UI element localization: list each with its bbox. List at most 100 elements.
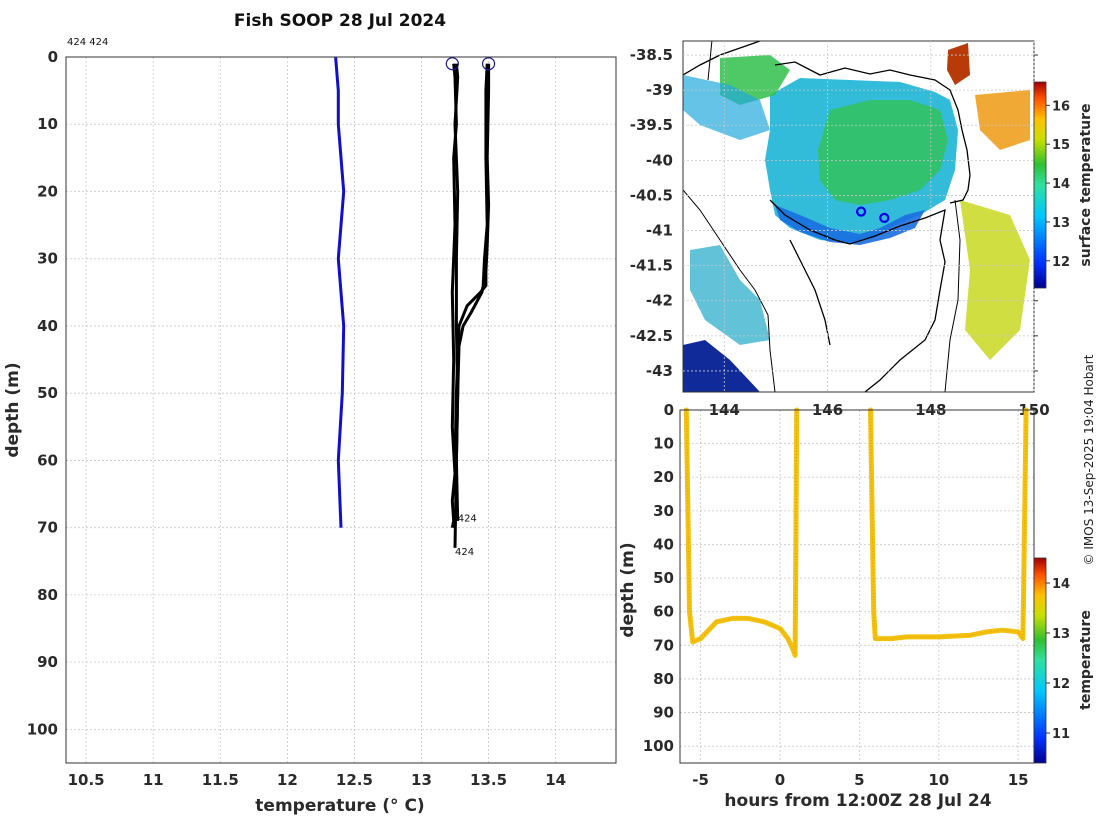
sst-field-west [683, 75, 770, 140]
time-y-tick-label: 70 [653, 636, 674, 654]
map-colorbar [1033, 81, 1047, 289]
time-series [683, 407, 1029, 658]
map-colorbar-tick-label: 16 [1052, 99, 1070, 114]
map-y-tick-label: -42 [646, 292, 673, 310]
time-track-2-dots [869, 409, 1027, 641]
map-y-tick-label: -42.5 [630, 327, 673, 345]
map-colorbar-tick-label: 13 [1052, 216, 1070, 231]
profile-x-tick-label: 11 [143, 771, 164, 789]
time-x-ticks: -5 0 5 10 15 [692, 771, 1028, 789]
map-y-tick-label: -38.5 [630, 46, 673, 64]
map-y-tick-label: -39.5 [630, 116, 673, 134]
time-y-tick-label: 40 [653, 535, 674, 553]
time-y-tick-label: 30 [653, 502, 674, 520]
profile-y-tick-label: 70 [37, 519, 58, 537]
time-colorbar-tick-label: 12 [1052, 677, 1070, 692]
profile-y-tick-label: 0 [48, 48, 58, 66]
profile-x-tick-label: 13 [411, 771, 432, 789]
time-track-2 [868, 407, 1029, 642]
profile-y-tick-label: 100 [27, 720, 58, 738]
time-grid [680, 409, 1034, 763]
sst-field-blue-coast [775, 205, 925, 245]
map-colorbar-tick-label: 15 [1052, 138, 1070, 153]
imos-credit: © IMOS 13-Sep-2025 19:04 Hobart [1082, 354, 1096, 565]
profile-x-tick-label: 13.5 [470, 771, 507, 789]
profile-y-axis-label: depth (m) [3, 362, 23, 457]
time-y-tick-label: 60 [653, 603, 674, 621]
time-y-tick-label: 90 [653, 704, 674, 722]
profile-y-tick-label: 30 [37, 250, 58, 268]
profile-x-tick-label: 14 [545, 771, 566, 789]
time-y-axis-label: depth (m) [618, 542, 638, 637]
map-colorbar-ticks: 12 13 14 15 16 [1046, 99, 1070, 270]
profile-surface-marker [445, 57, 459, 71]
profile-y-tick-label: 90 [37, 653, 58, 671]
time-x-tick-label: 0 [775, 771, 785, 789]
map-profile-marker [855, 206, 867, 217]
map-y-tick-label: -41.5 [630, 257, 673, 275]
time-x-tick-label: 5 [854, 771, 864, 789]
sst-field-orange-east [975, 90, 1030, 150]
corner-profile-labels: 424 424 [67, 37, 108, 48]
map-y-tick-label: -43 [646, 362, 673, 380]
profile-surface-marker [481, 57, 496, 71]
shelf-contour [683, 41, 961, 392]
time-axes-frame [679, 409, 1035, 764]
profile-x-axis-label: temperature (° C) [255, 796, 424, 816]
profile-id-label: 424 [455, 547, 474, 558]
profile-y-tick-label: 10 [37, 115, 58, 133]
profile-id-label: 424 [458, 514, 477, 525]
time-y-tick-label: 0 [664, 401, 674, 419]
profile-y-tick-label: 80 [37, 586, 58, 604]
profile-x-tick-label: 12 [277, 771, 298, 789]
time-colorbar-tick-label: 11 [1052, 727, 1070, 742]
map-y-tick-label: -41 [646, 222, 673, 240]
profile-line-profile-2-up [453, 63, 491, 461]
map-profile-marker [879, 212, 890, 224]
map-colorbar-tick-label: 14 [1052, 177, 1070, 192]
time-x-tick-label: 15 [1008, 771, 1029, 789]
sst-field-warm-east [947, 43, 970, 85]
profile-y-ticks: 0 10 20 30 40 50 60 70 80 90 100 [27, 48, 58, 738]
profile-axes-frame [65, 56, 617, 764]
map-colorbar-tick-label: 12 [1052, 255, 1070, 270]
sst-field-cold-sw [683, 340, 760, 392]
map-y-tick-label: -39 [646, 81, 673, 99]
chart-title: Fish SOOP 28 Jul 2024 [234, 11, 446, 31]
time-colorbar-tick-label: 13 [1052, 627, 1070, 642]
profile-y-tick-label: 60 [37, 451, 58, 469]
map-y-tick-label: -40.5 [630, 186, 673, 204]
time-y-tick-label: 80 [653, 670, 674, 688]
time-y-ticks: 0 10 20 30 40 50 60 70 80 90 100 [643, 401, 674, 755]
sst-field-green [818, 100, 948, 205]
map-content [683, 41, 1030, 392]
map-y-tick-label: -40 [646, 151, 673, 169]
profile-series: 424 424 [334, 56, 496, 558]
time-x-axis-label: hours from 12:00Z 28 Jul 24 [724, 791, 991, 811]
profile-y-tick-label: 20 [37, 182, 58, 200]
sst-field-sw-teal [690, 245, 770, 345]
map-colorbar-label: surface temperature [1078, 103, 1094, 266]
time-colorbar-ticks: 11 12 13 14 [1046, 577, 1070, 742]
profile-line-climatology [334, 56, 346, 528]
time-colorbar-tick-label: 14 [1052, 577, 1070, 592]
profile-line-profile-2-down [453, 63, 489, 548]
profile-x-ticks: 10.5 11 11.5 12 12.5 13 13.5 14 [68, 771, 566, 789]
time-x-tick-label: -5 [692, 771, 709, 789]
time-x-tick-label: 10 [928, 771, 949, 789]
coastline-tasmania [769, 199, 946, 392]
map-y-ticks: -38.5 -39 -39.5 -40 -40.5 -41 -41.5 -42 -42.5 -43 [630, 46, 1038, 380]
time-y-tick-label: 50 [653, 569, 674, 587]
profile-y-tick-label: 40 [37, 317, 58, 335]
profile-y-tick-label: 50 [37, 384, 58, 402]
sst-field-yellow-east [960, 200, 1030, 360]
time-y-tick-label: 10 [653, 435, 674, 453]
time-track-1 [683, 407, 800, 658]
time-colorbar-label: temperature [1078, 610, 1094, 710]
profile-x-tick-label: 12.5 [336, 771, 373, 789]
map-profile-markers [855, 206, 890, 224]
time-colorbar [1033, 557, 1047, 764]
time-y-tick-label: 20 [653, 468, 674, 486]
profile-x-tick-label: 11.5 [202, 771, 239, 789]
